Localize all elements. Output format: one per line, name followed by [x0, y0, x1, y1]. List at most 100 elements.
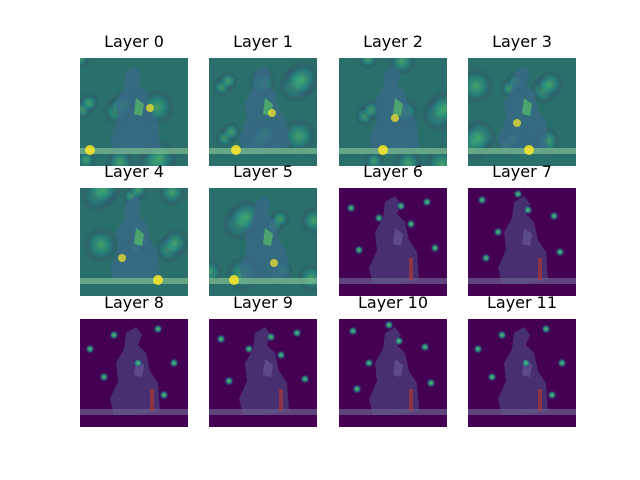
attention-dot	[396, 201, 406, 211]
red-accent	[150, 389, 154, 411]
panel-layer-3: Layer 3	[468, 32, 576, 166]
attention-dot	[426, 378, 436, 388]
attention-heatmap	[468, 319, 576, 427]
attention-dot	[477, 195, 487, 205]
panel-layer-4: Layer 4	[80, 162, 188, 296]
attention-heatmap	[339, 58, 447, 166]
subject-detail	[522, 98, 532, 116]
ground-strip	[209, 148, 317, 154]
ground-strip	[80, 409, 188, 415]
panel-title: Layer 0	[104, 32, 164, 51]
panel-layer-7: Layer 7	[468, 162, 576, 296]
attention-blob	[83, 227, 119, 263]
attention-dot	[266, 332, 276, 342]
attention-heatmap	[339, 319, 447, 427]
attention-dot	[555, 247, 565, 257]
attention-blob	[221, 122, 241, 142]
attention-dot	[430, 243, 440, 253]
hotspot	[85, 145, 95, 155]
attention-dot	[216, 334, 226, 344]
panel-title: Layer 11	[486, 293, 558, 312]
attention-dot	[394, 336, 404, 346]
panel-title: Layer 6	[363, 162, 423, 181]
attention-blob	[86, 188, 122, 206]
attention-blob	[468, 68, 494, 104]
ground-strip	[339, 278, 447, 284]
hotspot	[270, 259, 278, 267]
attention-dot	[384, 320, 394, 330]
hotspot	[153, 275, 163, 285]
panel-title: Layer 10	[357, 293, 429, 312]
panel-layer-8: Layer 8	[80, 293, 188, 427]
attention-blob	[427, 90, 447, 126]
attention-heatmap	[80, 58, 188, 166]
hotspot	[391, 114, 399, 122]
subject-detail	[263, 359, 273, 377]
attention-heatmap	[339, 188, 447, 296]
attention-dot	[549, 211, 559, 221]
attention-dot	[244, 344, 254, 354]
attention-dot	[352, 384, 362, 394]
subject-detail	[522, 228, 532, 246]
attention-dot	[109, 330, 119, 340]
subject-detail	[393, 98, 403, 116]
red-accent	[538, 258, 542, 280]
ground-strip	[209, 409, 317, 415]
hotspot	[231, 145, 241, 155]
attention-blob	[128, 188, 148, 200]
panel-layer-2: Layer 2	[339, 32, 447, 166]
attention-dot	[497, 330, 507, 340]
red-accent	[409, 258, 413, 280]
attention-dot	[354, 245, 364, 255]
ground-strip	[468, 409, 576, 415]
panel-layer-6: Layer 6	[339, 162, 447, 296]
attention-blob	[281, 118, 317, 154]
attention-blob	[536, 70, 564, 98]
attention-dot	[348, 326, 358, 336]
attention-dot	[99, 372, 109, 382]
hotspot	[146, 104, 154, 112]
attention-dot	[487, 372, 497, 382]
attention-heatmap	[209, 58, 317, 166]
panel-title: Layer 7	[492, 162, 552, 181]
red-accent	[279, 389, 283, 411]
hotspot	[524, 145, 534, 155]
attention-dot	[523, 205, 533, 215]
panel-layer-11: Layer 11	[468, 293, 576, 427]
panel-layer-1: Layer 1	[209, 32, 317, 166]
attention-dot	[276, 350, 286, 360]
attention-blob	[218, 71, 238, 91]
subject-detail	[263, 228, 273, 246]
attention-dot	[547, 390, 557, 400]
attention-dot	[422, 197, 432, 207]
panel-layer-5: Layer 5	[209, 162, 317, 296]
attention-heatmap	[209, 319, 317, 427]
attention-heatmap	[468, 58, 576, 166]
red-accent	[538, 389, 542, 411]
attention-blob	[358, 58, 378, 69]
panel-title: Layer 4	[104, 162, 164, 181]
subject-detail	[393, 359, 403, 377]
attention-dot	[364, 358, 374, 368]
ground-strip	[339, 148, 447, 154]
attention-dot	[300, 374, 310, 384]
attention-dot	[420, 342, 430, 352]
attention-blob	[284, 61, 317, 97]
attention-dot	[374, 213, 384, 223]
attention-dot	[159, 390, 169, 400]
attention-heatmap	[468, 188, 576, 296]
panel-layer-0: Layer 0	[80, 32, 188, 166]
panel-title: Layer 1	[233, 32, 293, 51]
attention-dot	[493, 227, 503, 237]
panel-layer-9: Layer 9	[209, 293, 317, 427]
attention-dot	[169, 358, 179, 368]
attention-dot	[541, 324, 551, 334]
subject-detail	[134, 98, 144, 116]
hotspot	[378, 145, 388, 155]
panel-title: Layer 3	[492, 32, 552, 51]
ground-strip	[209, 278, 317, 284]
panel-title: Layer 9	[233, 293, 293, 312]
attention-dot	[346, 203, 356, 213]
hotspot	[118, 254, 126, 262]
attention-dot	[406, 219, 416, 229]
